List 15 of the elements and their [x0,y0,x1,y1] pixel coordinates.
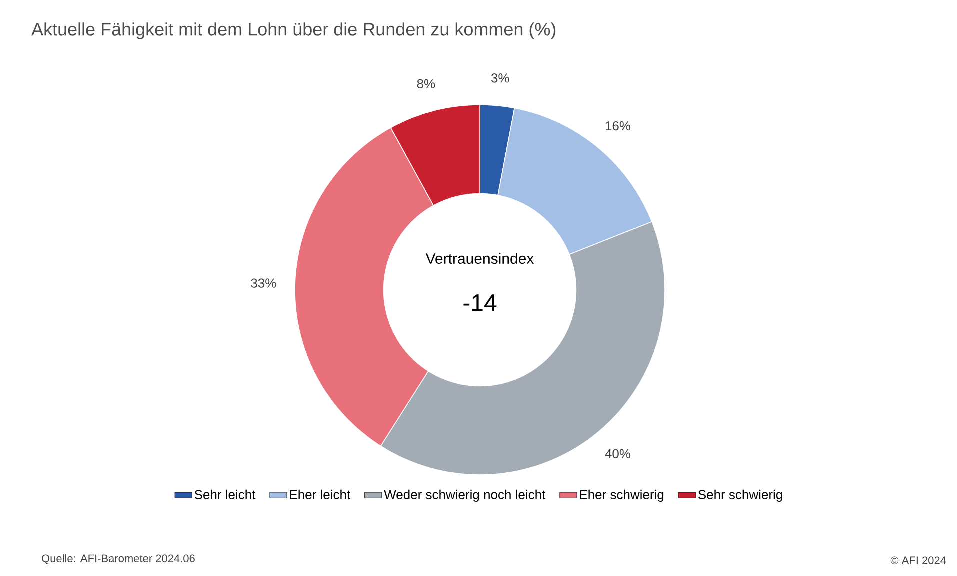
legend-label: Sehr leicht [194,490,256,500]
text: Vertrauensindex [426,253,534,264]
data-label: 8% [417,79,436,89]
text: -14 [464,294,497,312]
text: © AFI 2024 [890,556,946,564]
legend-label: Sehr schwierig [698,490,782,502]
legend-label: Eher schwierig [580,490,664,502]
chart-title: Aktuelle Fähigkeit mit dem Lohn über die Runden zu kommen (%) [32,22,556,40]
legend-label: Weder schwierig noch leicht [384,490,546,502]
source-note: Quelle: AFI-Barometer 2024.06 [42,554,195,564]
data-label: 33% [251,278,276,288]
data-label: 16% [606,121,631,131]
data-label: 40% [605,449,631,459]
legend-label: Eher leicht [290,490,351,500]
data-label: 3% [491,74,510,83]
